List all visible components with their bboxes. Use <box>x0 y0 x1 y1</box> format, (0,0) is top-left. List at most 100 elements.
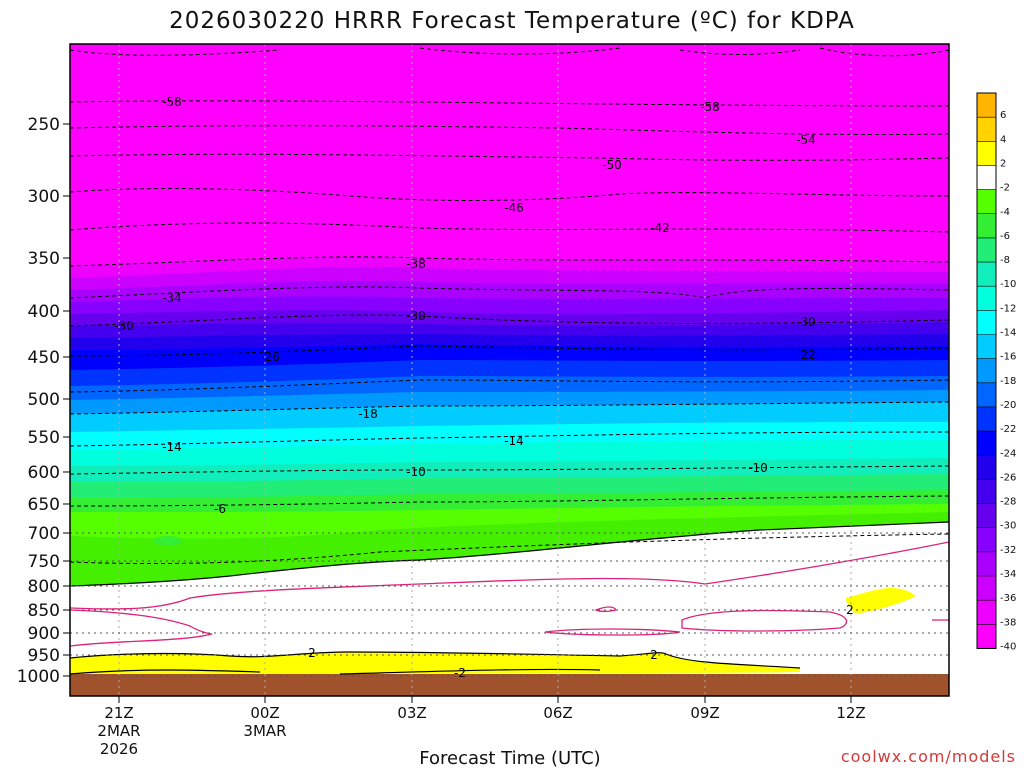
colorbar-label: -10 <box>1000 279 1016 290</box>
colorbar-swatch <box>977 406 996 432</box>
colorbar-swatch <box>977 576 996 601</box>
contour-line <box>70 431 949 447</box>
colorbar-label: -18 <box>1000 376 1016 387</box>
y-tick-label: 700 <box>28 524 60 544</box>
y-tick-label: 500 <box>28 390 60 410</box>
colorbar-label: -8 <box>1000 255 1010 266</box>
two-degree-line <box>70 609 213 647</box>
zero-degree-line-surface <box>70 669 261 675</box>
contour-line <box>70 465 949 475</box>
y-tick-label: 750 <box>28 552 60 572</box>
y-tick-label: 600 <box>28 463 60 483</box>
two-degree-line <box>544 628 681 636</box>
y-tick-label: 900 <box>28 624 60 644</box>
contour-label: -42 <box>650 221 670 235</box>
y-tick-label: 400 <box>28 302 60 322</box>
x-tick-label: 3MAR <box>243 722 286 740</box>
y-tick-label: 850 <box>28 601 60 621</box>
colorbar-label: -2 <box>1000 183 1010 194</box>
contour-line <box>70 533 949 565</box>
x-axis-label: Forecast Time (UTC) <box>419 748 600 768</box>
x-tick-label: 2MAR <box>97 722 140 740</box>
contour-label: 2 <box>650 648 658 662</box>
zero-degree-line-surface <box>70 651 801 669</box>
colorbar-swatch <box>977 93 996 118</box>
contour-label: -10 <box>748 461 768 475</box>
x-tick-label: 06Z <box>543 704 572 722</box>
two-degree-line <box>681 609 848 632</box>
contour-line-top-lobe <box>419 47 621 55</box>
contour-line <box>70 401 949 415</box>
colorbar-swatch <box>977 310 996 335</box>
plot-area: -58 -58-54-50-46-42-38-34-30-30 -30-26 -22-… <box>70 44 949 696</box>
colorbar-swatch <box>977 334 996 360</box>
contour-label: -22 <box>796 348 816 362</box>
colorbar-label: -26 <box>1000 472 1016 483</box>
colorbar-swatch <box>977 141 996 166</box>
contour-line <box>70 125 949 136</box>
colorbar-label: 6 <box>1000 110 1006 121</box>
colorbar-swatch <box>977 527 996 553</box>
colorbar-label: -22 <box>1000 424 1016 435</box>
chart-title: 2026030220 HRRR Forecast Temperature (ºC… <box>169 8 855 34</box>
contour-label: -2 <box>454 666 466 680</box>
y-tick-label: 350 <box>28 249 60 269</box>
contour-label: -30 <box>796 315 816 329</box>
x-tick-label: 12Z <box>836 704 865 722</box>
contour-line <box>70 314 949 327</box>
colorbar-swatch <box>977 358 996 384</box>
y-tick-label: 800 <box>28 577 60 597</box>
colorbar-label: -40 <box>1000 641 1016 652</box>
x-tick-label: 03Z <box>397 704 426 722</box>
colorbar-label: -24 <box>1000 448 1016 459</box>
plot-frame <box>69 43 950 697</box>
y-tick-label: 250 <box>28 115 60 135</box>
credit-link[interactable]: coolwx.com/models <box>841 747 1016 766</box>
y-tick-label: 450 <box>28 348 60 368</box>
y-tick-label: 650 <box>28 495 60 515</box>
colorbar-label: -6 <box>1000 231 1010 242</box>
contour-label: -26 <box>260 350 280 364</box>
y-tick-label: 950 <box>28 646 60 666</box>
colorbar-swatch <box>977 600 996 625</box>
region-yellow-patch <box>846 588 916 614</box>
colorbar-swatch <box>977 503 996 529</box>
contour-label: -14 <box>504 434 524 448</box>
colorbar-label: -28 <box>1000 497 1016 508</box>
contour-line-top-lobe <box>679 49 801 55</box>
colorbar-swatch <box>977 455 996 480</box>
colorbar: 6 4 2 -2 -4 -6 -8 -10 -12 -14 -16 -18 -20 -22 -24 -26 -2… <box>976 92 1016 652</box>
colorbar-label: -16 <box>1000 352 1016 363</box>
contour-line <box>70 379 949 393</box>
contour-label: -58 <box>700 100 720 114</box>
colorbar-swatch <box>977 382 996 408</box>
colorbar-label: -14 <box>1000 328 1016 339</box>
colorbar-label: -36 <box>1000 593 1016 604</box>
contour-label: -30 <box>406 309 426 323</box>
colorbar-label: -32 <box>1000 545 1016 556</box>
colorbar-label: -4 <box>1000 207 1010 218</box>
y-tick-label: 550 <box>28 428 60 448</box>
colorbar-label: -38 <box>1000 617 1016 628</box>
colorbar-label: -30 <box>1000 521 1016 532</box>
x-tick-label: 21Z <box>104 704 133 722</box>
contour-line <box>70 286 949 299</box>
contour-label: -14 <box>162 440 182 454</box>
contour-line <box>70 256 949 267</box>
contour-line-top-lobe <box>819 47 949 57</box>
contour-label: -30 <box>114 319 134 333</box>
y-tick-label: 1000 <box>17 667 60 687</box>
colorbar-label: 4 <box>1000 134 1006 145</box>
contour-line <box>70 345 949 357</box>
contour-label: 2 <box>308 646 316 660</box>
region-yellow-surface <box>70 652 800 674</box>
contour-label: -50 <box>602 158 622 172</box>
contour-label: -6 <box>214 502 226 516</box>
colorbar-swatch <box>977 237 996 263</box>
contour-line-top-lobe <box>70 49 281 56</box>
ground-fill <box>70 674 949 696</box>
contour-label: 2 <box>846 603 854 617</box>
contour-label: -10 <box>406 465 426 479</box>
colorbar-label: -34 <box>1000 569 1016 580</box>
